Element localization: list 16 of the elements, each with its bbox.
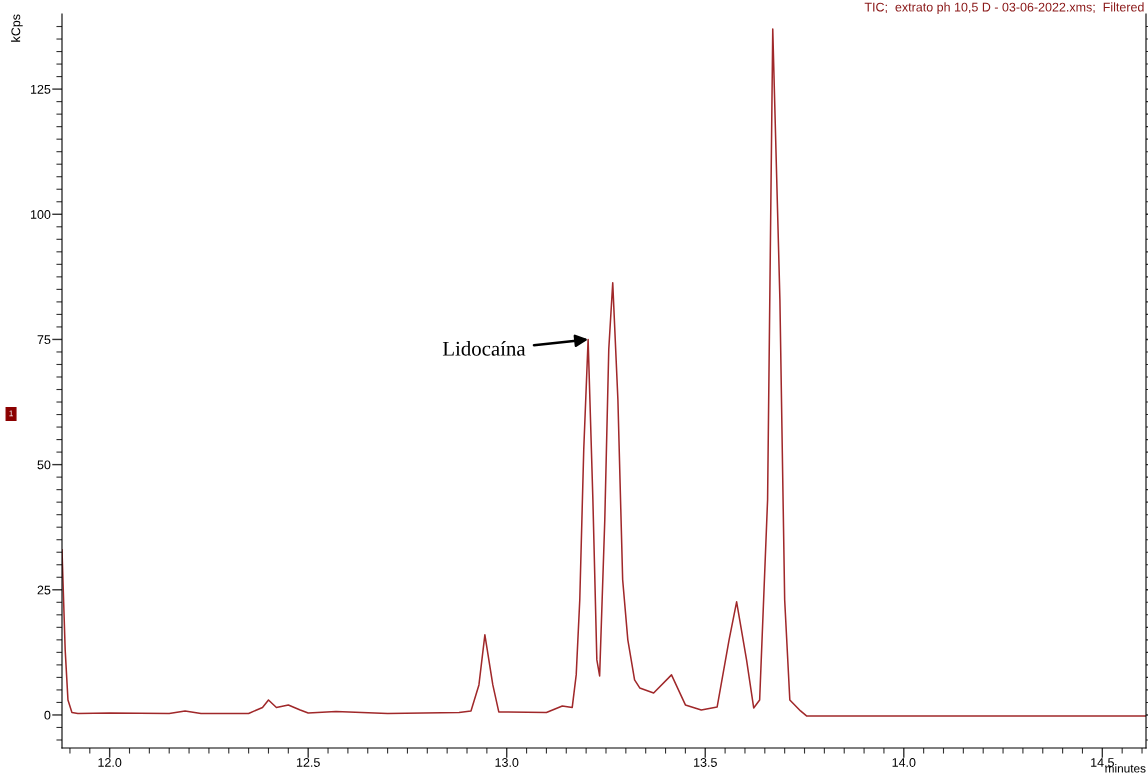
line-series [62, 28, 1146, 717]
chart-title: TIC; extrato ph 10,5 D - 03-06-2022.xms; Filtered [864, 2, 1144, 14]
y-tick-label: 0 [44, 710, 51, 720]
x-tick-label: 13.5 [694, 758, 717, 767]
text: 1 [9, 410, 13, 417]
y-axis-title: kCps [11, 14, 23, 42]
x-tick-label: 12.5 [296, 758, 320, 767]
y-tick-label: 50 [37, 460, 51, 470]
annotation: Lidocaína [442, 341, 526, 356]
y-tick-label: 125 [30, 84, 51, 94]
y-tick-label: 100 [30, 210, 51, 219]
y-tick-label: 75 [37, 335, 51, 345]
x-tick-label: 12.0 [98, 758, 122, 767]
y-tick-label: 25 [37, 585, 51, 595]
x-tick-label: 14.0 [892, 758, 916, 767]
x-tick-label: 13.0 [495, 758, 519, 767]
